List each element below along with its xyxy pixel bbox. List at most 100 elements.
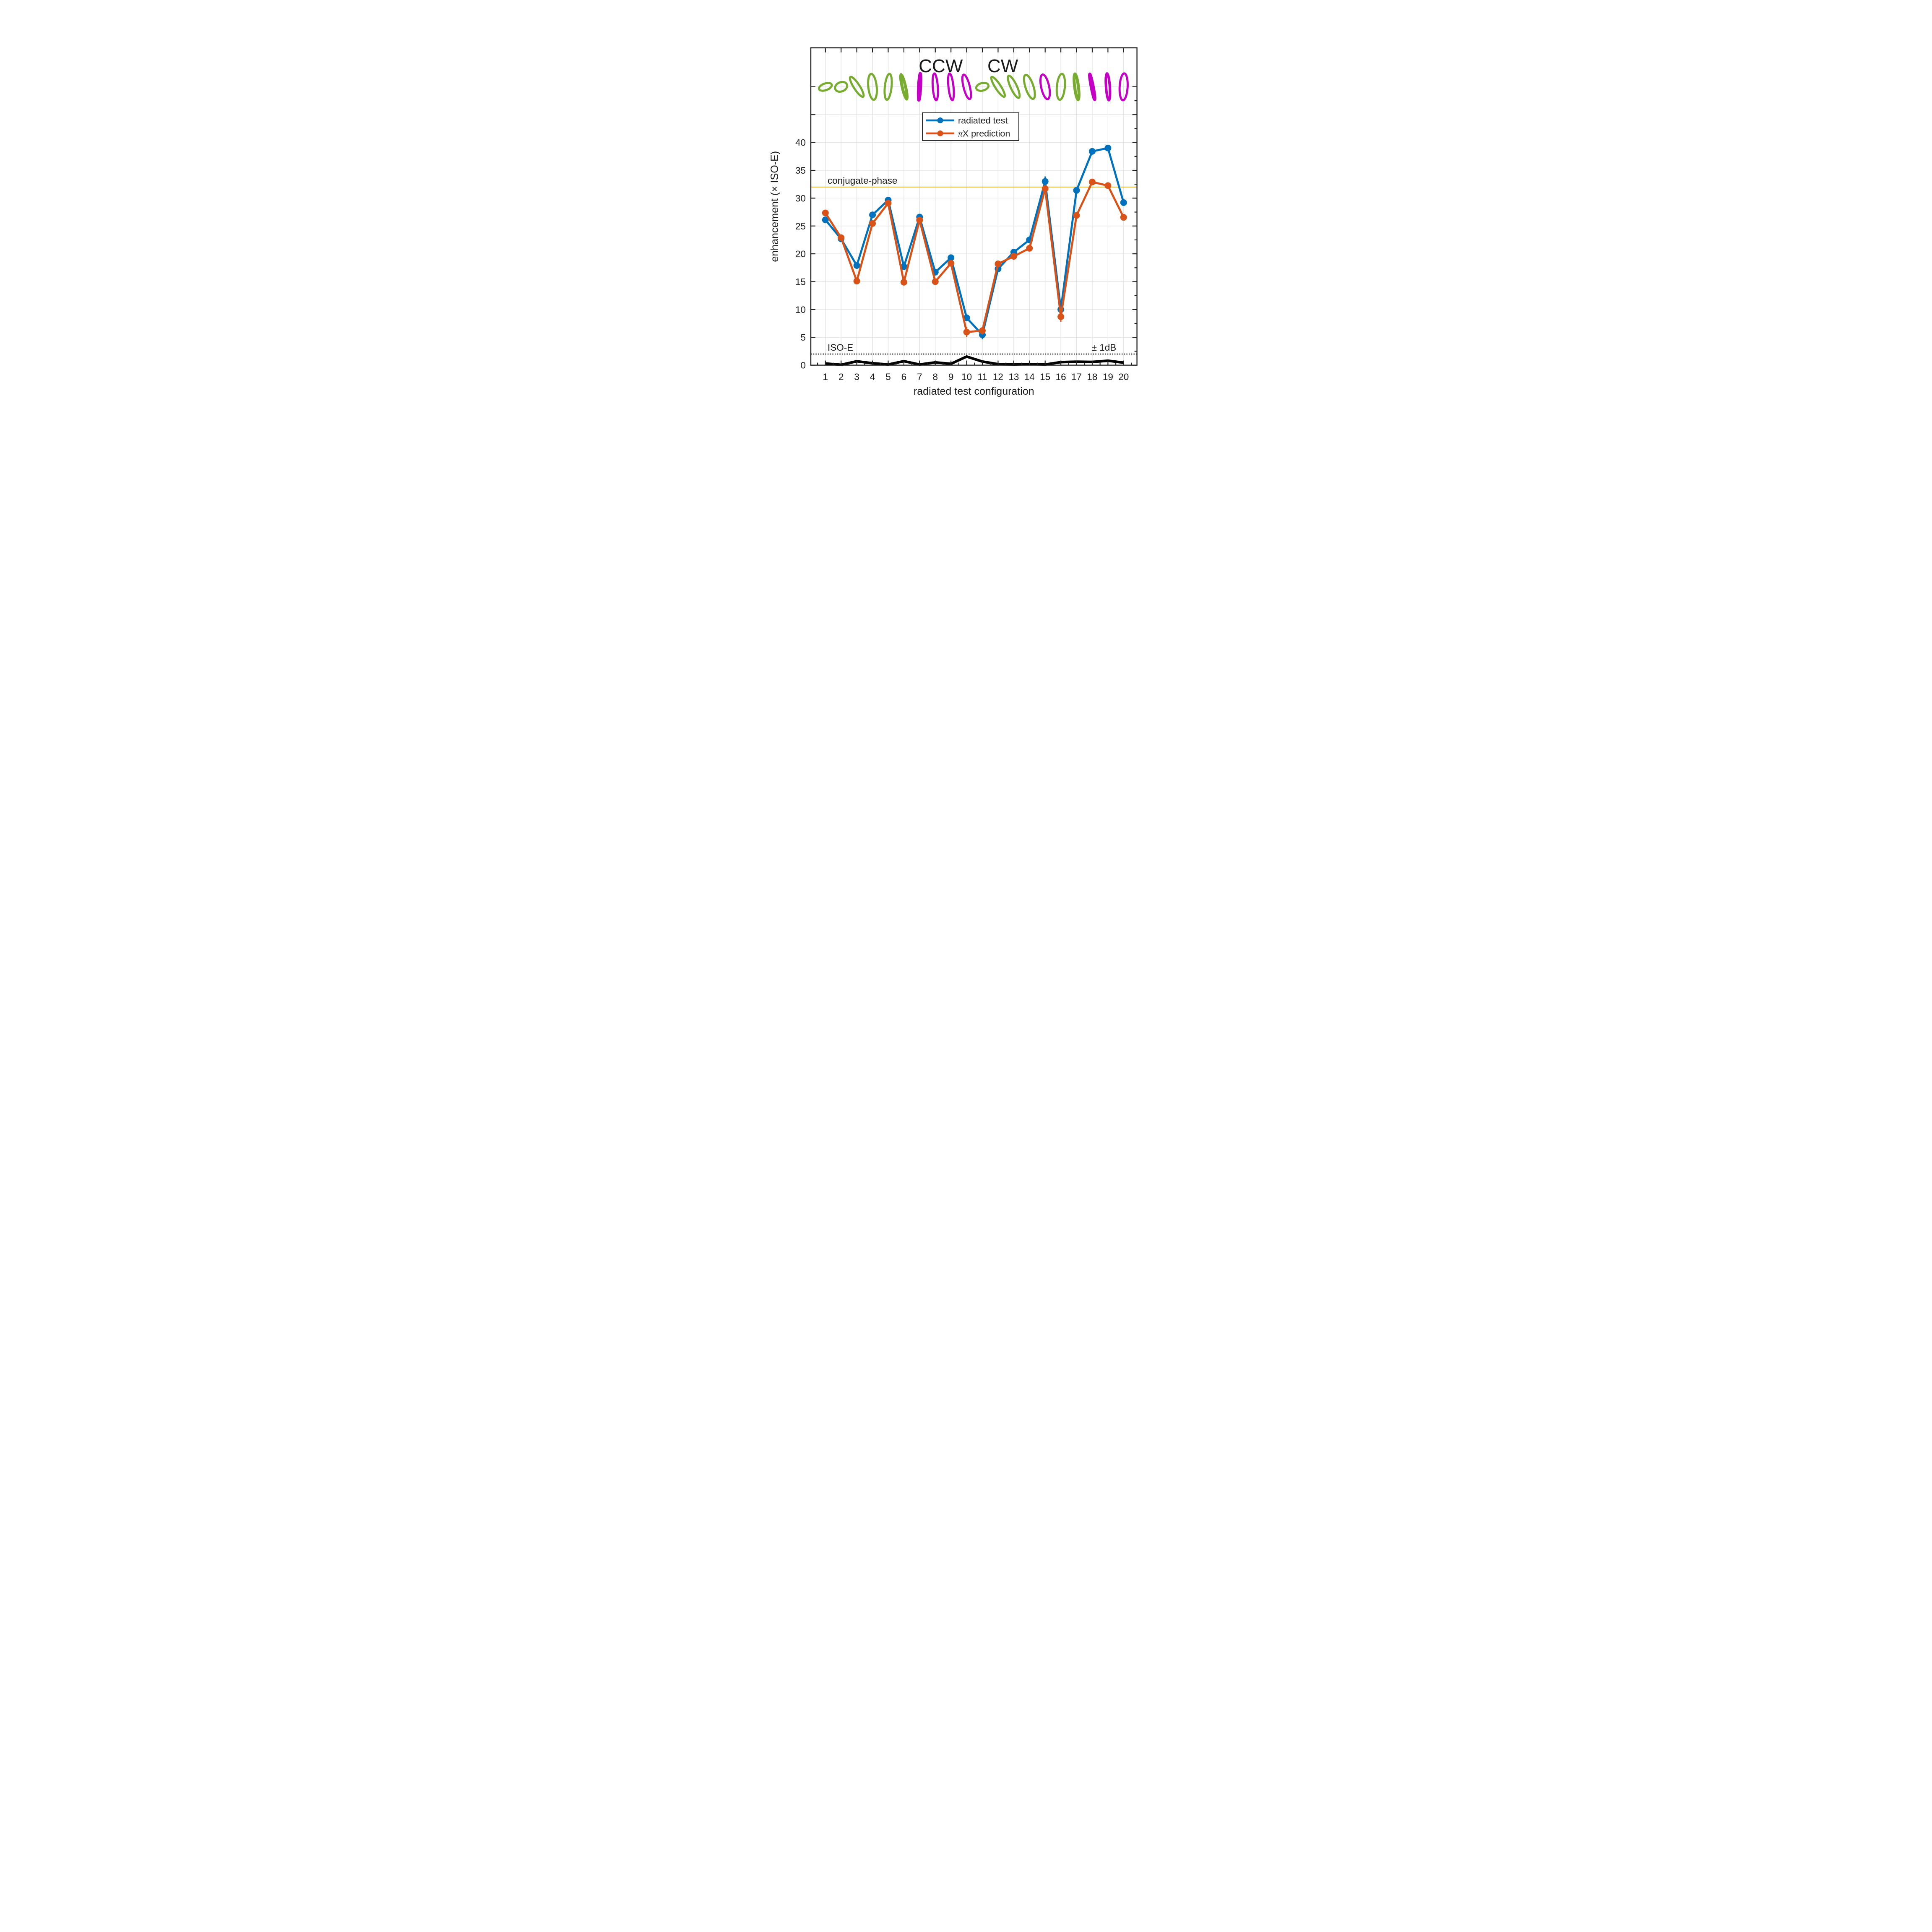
ccw-label: CCW [919,56,963,76]
legend: radiated test πX prediction [922,112,1019,141]
x-tick-label: 20 [1118,372,1129,382]
polarization-ellipse-row [818,72,1129,102]
data-series [822,144,1127,366]
x-tick-label: 2 [838,372,844,382]
data-point-orange-5 [885,200,892,207]
polarization-ellipse-cw-11 [975,81,990,92]
data-point-blue-17 [1073,187,1080,194]
polarization-ellipse-ccw-7 [917,72,922,102]
x-tick-label: 5 [885,372,891,382]
data-point-orange-6 [900,279,907,286]
polarization-ellipse-ccw-20 [1118,72,1129,102]
y-tick-label: 40 [795,138,806,148]
x-tick-label: 8 [932,372,938,382]
data-point-orange-7 [916,216,923,224]
x-tick-label: 7 [917,372,922,382]
legend-label-blue: radiated test [958,116,1008,126]
axes-box [810,47,1138,366]
data-point-orange-13 [1010,253,1017,260]
x-tick-label: 4 [870,372,875,382]
y-tick-label: 10 [795,305,806,315]
data-point-orange-2 [838,234,845,241]
data-point-orange-4 [869,220,876,227]
polarization-ellipse-cw-3 [849,76,865,98]
y-tick-label: 25 [795,221,806,232]
data-point-orange-14 [1026,245,1033,252]
x-tick-label: 9 [948,372,954,382]
data-point-orange-17 [1073,212,1080,219]
data-point-blue-18 [1088,148,1096,155]
data-point-blue-9 [948,254,955,261]
x-tick-label: 12 [993,372,1003,382]
y-tick-label: 35 [795,165,806,176]
polarization-ellipse-cw-12 [990,76,1006,98]
tolerance-annotation: ± 1dB [1092,342,1117,353]
series-line-black_line [825,355,1124,366]
data-point-orange-10 [963,328,970,336]
polarization-ellipse-cw-17 [1073,72,1081,102]
polarization-ellipse-cw-16 [1055,73,1066,101]
x-tick-label: 14 [1024,372,1035,382]
series-line-blue [824,147,1125,336]
data-point-orange-3 [853,278,860,285]
y-tick-label: 30 [795,193,806,203]
data-point-blue-3 [853,262,860,269]
data-point-orange-16 [1057,313,1065,320]
cw-label: CW [987,56,1018,76]
x-tick-label: 18 [1087,372,1097,382]
data-point-blue-19 [1104,144,1112,151]
legend-marker-blue [937,117,943,123]
polarization-ellipse-ccw-8 [931,72,939,102]
data-point-blue-10 [963,314,970,321]
grid-lines [811,48,1137,365]
legend-label-orange: πX prediction [958,129,1010,139]
y-axis-label: enhancement (× ISO-E) [769,151,781,262]
data-point-orange-1 [822,209,829,216]
data-point-orange-20 [1120,214,1127,221]
polarization-ellipse-cw-2 [834,81,849,93]
y-tick-label: 0 [800,360,806,371]
data-point-orange-11 [979,327,986,334]
polarization-ellipse-ccw-19 [1104,72,1112,102]
x-tick-label: 16 [1056,372,1066,382]
data-point-orange-8 [932,278,939,285]
polarization-ellipse-ccw-15 [1039,73,1051,100]
data-point-orange-18 [1088,178,1096,185]
reference-lines [811,186,1137,355]
legend-marker-orange [937,130,943,136]
data-point-blue-1 [822,216,829,224]
polarization-ellipse-cw-6 [899,73,909,101]
polarization-ellipse-cw-14 [1023,73,1036,100]
x-tick-label: 1 [823,372,828,382]
x-tick-label: 19 [1103,372,1113,382]
conjugate-phase-annotation: conjugate-phase [828,175,897,186]
polarization-ellipse-ccw-9 [947,72,955,102]
x-tick-label: 10 [961,372,972,382]
y-tick-label: 5 [800,332,806,343]
polarization-ellipse-cw-1 [818,82,833,92]
y-tick-label: 15 [795,276,806,287]
polarization-ellipse-ccw-10 [961,73,972,100]
x-axis-label: radiated test configuration [914,385,1034,397]
series-line-orange [824,181,1125,333]
data-point-blue-4 [869,211,876,219]
legend-box [922,112,1019,141]
data-point-orange-9 [948,260,955,267]
x-tick-label: 6 [901,372,907,382]
x-tick-label: 3 [854,372,859,382]
tick-labels: 1 2 3 4 5 6 7 8 9 10 11 12 13 14 15 16 17 18 19 20051015202… [795,138,1129,382]
polarization-ellipse-cw-4 [867,73,878,101]
x-tick-label: 15 [1040,372,1050,382]
polarization-ellipse-cw-13 [1007,75,1021,99]
x-tick-label: 17 [1071,372,1082,382]
iso-e-annotation: ISO-E [828,342,853,353]
data-point-blue-15 [1042,178,1049,185]
axes-box-and-ticks [810,47,1138,366]
data-point-orange-19 [1104,182,1112,189]
data-point-blue-6 [900,263,907,270]
x-tick-label: 11 [977,372,987,382]
data-point-orange-12 [995,260,1002,268]
data-point-orange-15 [1042,185,1049,192]
